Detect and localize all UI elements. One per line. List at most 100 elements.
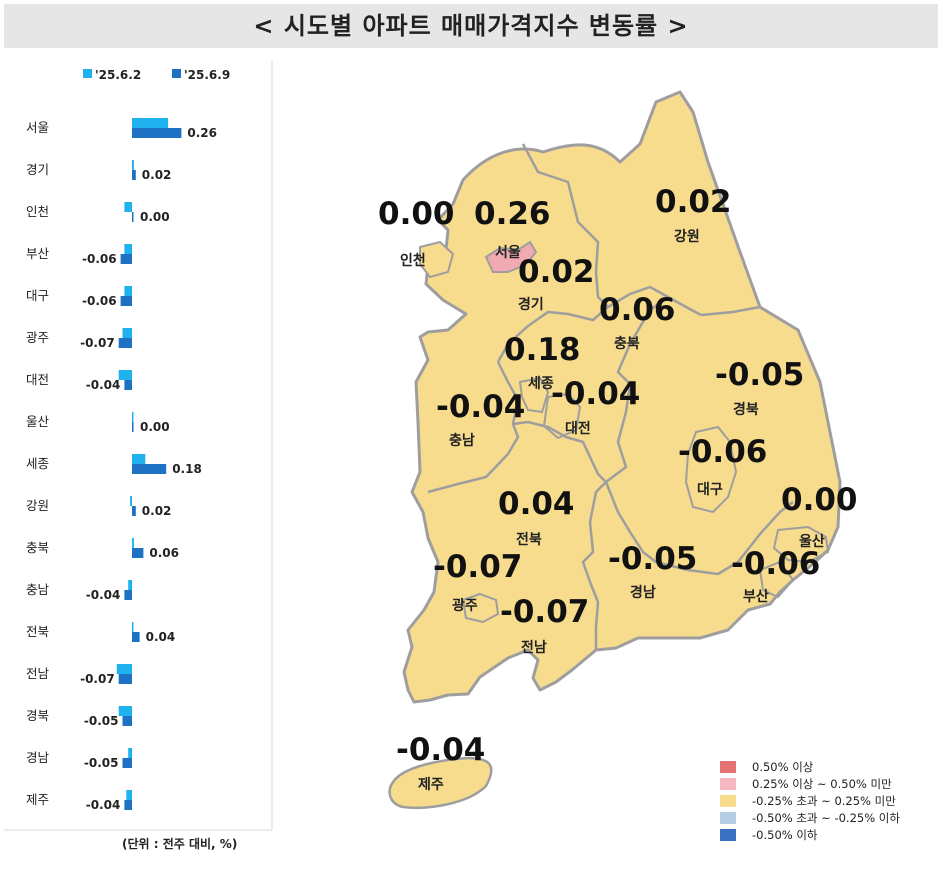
map-region-label: 전북 [516, 531, 542, 548]
map-region-daejeon [542, 392, 582, 440]
map-region-label: 세종 [528, 376, 554, 392]
map-region-label: 서울 [495, 244, 521, 261]
map-legend-swatch [720, 778, 736, 790]
bar-this-week [124, 380, 132, 390]
map-value-label: -0.04 [436, 389, 525, 425]
category-label: 전남 [26, 666, 50, 681]
category-label: 광주 [26, 330, 49, 345]
legend-label-this: '25.6.9 [184, 68, 230, 82]
data-label: 0.00 [140, 420, 170, 434]
map-region-label: 부산 [743, 588, 769, 605]
map-legend-swatch [720, 795, 736, 807]
map-region-busan [758, 560, 795, 599]
map-value-label: 0.00 [378, 196, 455, 232]
legend-swatch-this [172, 69, 181, 78]
bar-prev-week [132, 160, 134, 170]
category-label: 전북 [26, 624, 49, 639]
legend-label-prev: '25.6.2 [95, 68, 141, 82]
bar-this-week [120, 296, 132, 306]
map-region-daegu [684, 425, 738, 514]
bar-this-week [120, 254, 132, 264]
map-region-jeju [388, 756, 493, 809]
data-label: 0.04 [146, 630, 176, 644]
map-legend-swatch [720, 829, 736, 841]
data-label: 0.06 [149, 546, 179, 560]
category-label: 충북 [26, 540, 49, 555]
unit-note: (단위 : 전주 대비, %) [122, 836, 237, 851]
map-legend-label: -0.25% 초과 ~ 0.25% 미만 [752, 794, 896, 808]
bar-this-week [132, 548, 144, 558]
category-label: 세종 [26, 456, 49, 471]
map-legend-label: -0.50% 초과 ~ -0.25% 이하 [752, 811, 900, 825]
bar-prev-week [132, 622, 134, 632]
map-region-seoul [484, 240, 538, 273]
map-value-label: 0.18 [504, 332, 581, 368]
category-label: 부산 [26, 246, 50, 261]
map-region-label: 경남 [630, 584, 656, 601]
map-value-label: -0.07 [500, 594, 589, 630]
map-region-sejong [518, 376, 550, 414]
map-region-label: 경기 [518, 296, 544, 313]
category-label: 경기 [26, 162, 49, 177]
map-value-label: -0.04 [396, 732, 485, 768]
data-label: -0.06 [82, 252, 117, 266]
data-label: 0.02 [142, 168, 172, 182]
data-label: 0.18 [172, 462, 202, 476]
bar-prev-week [132, 454, 146, 464]
map-value-label: 0.02 [655, 184, 732, 220]
category-label: 경남 [26, 750, 50, 765]
map-value-label: 0.26 [474, 196, 551, 232]
bar-this-week [132, 128, 182, 138]
map-region-label: 대전 [565, 420, 591, 437]
data-label: -0.06 [82, 294, 117, 308]
map-region-label: 광주 [452, 597, 478, 614]
map-value-label: -0.05 [715, 357, 804, 393]
map-legend-swatch [720, 812, 736, 824]
data-label: 0.26 [187, 126, 217, 140]
map-region-mainland [402, 90, 842, 704]
category-label: 대구 [26, 288, 49, 303]
bar-prev-week [124, 286, 132, 296]
bar-prev-week [122, 328, 132, 338]
map-region-label: 경북 [733, 401, 759, 418]
data-label: -0.07 [80, 336, 115, 350]
map-value-label: 0.06 [599, 292, 676, 328]
data-label: -0.05 [84, 714, 119, 728]
map-legend-label: -0.50% 이하 [752, 828, 818, 842]
legend-swatch-prev [83, 69, 92, 78]
bar-prev-week [118, 370, 132, 380]
map-value-label: 0.00 [781, 482, 858, 518]
map-region-label: 전남 [521, 639, 547, 656]
map-value-label: -0.06 [731, 546, 820, 582]
bar-this-week [132, 506, 136, 516]
map-region-gwangju [461, 592, 500, 624]
bar-prev-week [124, 202, 132, 212]
chart-title: < 시도별 아파트 매매가격지수 변동률 > [253, 12, 689, 40]
map-value-label: 0.04 [498, 486, 575, 522]
map-value-label: -0.05 [608, 541, 697, 577]
bar-this-week [118, 338, 132, 348]
category-label: 울산 [26, 414, 50, 429]
category-label: 인천 [26, 204, 49, 219]
data-label: -0.05 [84, 756, 119, 770]
map-region-incheon [419, 240, 455, 279]
category-label: 제주 [26, 792, 49, 807]
map-region-label: 강원 [674, 228, 700, 245]
map-region-label: 제주 [418, 777, 444, 793]
map-province-borders [427, 143, 794, 650]
category-label: 대전 [26, 372, 49, 387]
bar-this-week [132, 170, 136, 180]
bar-this-week [124, 800, 132, 810]
mainland [402, 90, 842, 704]
map-value-label: -0.04 [551, 376, 640, 412]
map-value-label: -0.07 [433, 549, 522, 585]
bar-this-week [132, 212, 134, 222]
category-label: 경북 [26, 708, 49, 723]
bar-prev-week [128, 580, 132, 590]
bar-prev-week [118, 706, 132, 716]
category-label: 서울 [26, 120, 49, 135]
bar-prev-week [124, 244, 132, 254]
data-label: -0.04 [86, 378, 121, 392]
data-label: -0.04 [86, 798, 121, 812]
